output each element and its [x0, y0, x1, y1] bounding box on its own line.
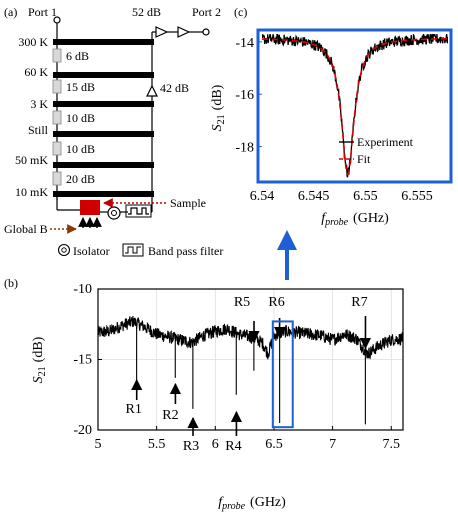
- stage-label-still: Still: [28, 123, 49, 137]
- x-tick-label: 7.5: [383, 437, 401, 452]
- atten-label: 6 dB: [66, 49, 89, 63]
- stage-plate-300k: [53, 39, 154, 45]
- r6-highlight-box: [271, 320, 294, 429]
- atten-label: 15 dB: [66, 80, 95, 94]
- attenuator-icon: [52, 79, 62, 94]
- stage-label-10mk: 10 mK: [15, 185, 48, 199]
- resonance-label: R1: [126, 402, 142, 417]
- global-b-label: Global B: [4, 222, 48, 236]
- x-tick-label: 6: [212, 437, 219, 452]
- inset-y-tick-label: -16: [235, 88, 254, 103]
- inset-x-axis-label: fprobe (GHz): [321, 211, 389, 228]
- port2-connector-icon: [202, 28, 210, 36]
- resonance-annotations: R1 R2 R3 R4 R5 R6 R7: [126, 295, 372, 454]
- isolator-legend-icon: [57, 243, 71, 257]
- y-ticks: -20 -15 -10: [73, 282, 102, 438]
- resonance-label: R4: [225, 439, 241, 454]
- chart-grid: [98, 289, 403, 430]
- y-axis-label: S21(dB): [31, 336, 48, 383]
- attenuator-icon: [52, 110, 62, 125]
- inset-y-tick-label: -14: [235, 36, 254, 51]
- stage-plate-10mk: [53, 191, 154, 197]
- amplifier-42db-icon: [146, 84, 158, 97]
- resonance-label: R2: [162, 408, 178, 423]
- x-tick-label: 7: [329, 437, 336, 452]
- bandpass-symbol-icon: [128, 207, 149, 215]
- sample-label: Sample: [170, 196, 206, 210]
- inset-x-ticks: 6.54 6.545 6.55 6.555: [250, 189, 433, 204]
- inset-y-ticks: -18 -16 -14: [235, 36, 262, 156]
- resonance-label: R6: [268, 295, 284, 310]
- legend-label-experiment: Experiment: [357, 135, 414, 149]
- amp-top-gain: 52 dB: [132, 5, 161, 19]
- port2-label: Port 2: [192, 5, 221, 19]
- atten-label: 10 dB: [66, 111, 95, 125]
- amp-mid-gain: 42 dB: [160, 81, 189, 95]
- bandpass-legend-icon: [122, 243, 144, 257]
- inset-x-tick-label: 6.55: [353, 189, 378, 204]
- bandpass-legend-label: Band pass filter: [148, 244, 223, 258]
- sample-chip: [80, 200, 100, 215]
- panel-c-inset: (c) -18 -16 -14 6.54 6.545 6.55 6.555 Experim…: [210, 5, 453, 228]
- stage-label-50mk: 50 mK: [15, 153, 48, 167]
- x-tick-label: 6.5: [265, 437, 283, 452]
- y-tick-label: -15: [73, 353, 92, 368]
- x-tick-label: 5.5: [148, 437, 166, 452]
- panel-a-label: (a): [4, 5, 17, 19]
- inset-frame: [256, 28, 453, 184]
- x-ticks: 5 5.5 6 6.5 7 7.5: [95, 426, 401, 452]
- y-tick-label: -10: [73, 282, 92, 297]
- x-axis-label: fprobe (GHz): [218, 495, 286, 512]
- inset-x-tick-label: 6.545: [298, 189, 330, 204]
- amplifier-2-icon: [177, 26, 191, 38]
- resonance-label: R3: [183, 439, 199, 454]
- panel-c-label: (c): [234, 5, 247, 19]
- inset-x-tick-label: 6.54: [250, 189, 275, 204]
- atten-label: 10 dB: [66, 142, 95, 156]
- isolator-legend-label: Isolator: [73, 244, 110, 258]
- stage-label-300k: 300 K: [18, 35, 48, 49]
- resonance-label: R7: [351, 295, 367, 310]
- x-tick-label: 5: [95, 437, 102, 452]
- port1-label: Port 1: [28, 5, 57, 19]
- inset-y-axis-label: S21(dB): [210, 84, 227, 131]
- amplifier-52db-icon: [155, 26, 169, 38]
- attenuator-icon: [52, 171, 62, 186]
- stage-plate-50mk: [53, 162, 154, 168]
- stage-label-3k: 3 K: [30, 97, 48, 111]
- series-transmission: [98, 316, 403, 425]
- attenuator-icon: [52, 48, 62, 63]
- inset-y-tick-label: -18: [235, 141, 254, 156]
- attenuator-icon: [52, 141, 62, 156]
- y-tick-label: -20: [73, 423, 92, 438]
- stage-plate-60k: [53, 72, 154, 78]
- atten-label: 20 dB: [66, 172, 95, 186]
- legend-label-fit: Fit: [357, 152, 371, 166]
- stage-plate-still: [53, 131, 154, 137]
- series-fit: [262, 37, 448, 175]
- resonance-label: R5: [234, 295, 250, 310]
- isolator-symbol-icon: [107, 206, 121, 220]
- panel-a-diagram: (a) Port 1 Port 2 52 dB 42 dB 300 K 60 K…: [4, 5, 223, 258]
- stage-plate-3k: [53, 101, 154, 107]
- inset-x-tick-label: 6.555: [401, 189, 433, 204]
- stage-label-60k: 60 K: [24, 65, 48, 79]
- panel-b-label: (b): [4, 276, 18, 290]
